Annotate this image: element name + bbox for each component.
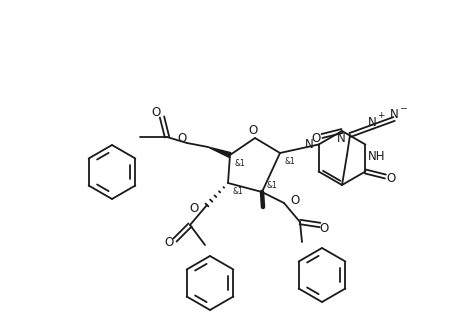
Text: O: O [311,132,320,145]
Text: &1: &1 [285,157,295,166]
Text: +: + [376,112,384,121]
Text: O: O [177,133,186,146]
Text: O: O [190,201,199,214]
Text: O: O [289,193,299,206]
Text: O: O [151,107,160,120]
Text: &1: &1 [266,181,277,190]
Text: −: − [398,104,406,113]
Text: O: O [164,236,173,249]
Text: N: N [389,109,397,122]
Text: &1: &1 [233,186,243,195]
Text: O: O [386,172,395,185]
Text: O: O [248,124,257,137]
Text: N: N [367,117,375,130]
Text: N: N [304,138,313,151]
Text: N: N [336,132,345,145]
Text: &1: &1 [235,159,245,167]
Text: NH: NH [367,150,384,163]
Text: O: O [319,222,328,235]
Polygon shape [207,147,230,158]
